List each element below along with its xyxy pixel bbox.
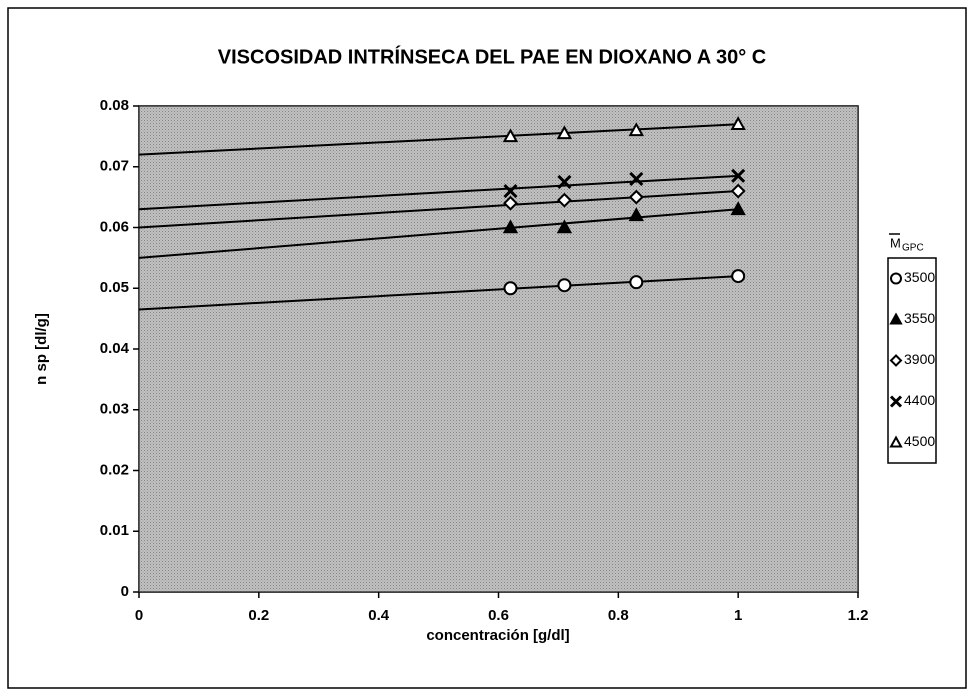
point bbox=[730, 201, 746, 216]
point bbox=[557, 278, 572, 293]
point bbox=[556, 125, 573, 140]
point bbox=[730, 183, 746, 199]
point bbox=[503, 281, 518, 296]
y-tick-label: 0.05 bbox=[100, 279, 129, 296]
x-tick-label: 0 bbox=[135, 607, 143, 624]
legend-title: M bbox=[890, 235, 901, 250]
point bbox=[556, 192, 572, 208]
legend-label: 3550 bbox=[904, 310, 935, 326]
point bbox=[628, 207, 645, 222]
point bbox=[503, 195, 518, 211]
y-tick-label: 0.07 bbox=[100, 158, 129, 175]
x-tick-label: 1.2 bbox=[848, 607, 869, 624]
y-tick-label: 0.03 bbox=[100, 401, 129, 418]
chart-frame bbox=[7, 7, 967, 689]
x-tick-label: 0.8 bbox=[608, 607, 629, 624]
point bbox=[503, 183, 518, 199]
point bbox=[557, 174, 572, 189]
point bbox=[629, 171, 644, 186]
x-tick-label: 0.4 bbox=[368, 607, 390, 624]
x-axis-label: concentración [g/dl] bbox=[426, 627, 569, 644]
y-tick-label: 0.02 bbox=[100, 461, 129, 478]
legend-title-sub: GPC bbox=[902, 243, 924, 254]
point bbox=[731, 269, 746, 284]
x-tick-label: 1 bbox=[734, 607, 742, 624]
y-tick-label: 0.04 bbox=[100, 340, 130, 357]
y-tick-label: 0.06 bbox=[100, 218, 129, 235]
chart-title: VISCOSIDAD INTRÍNSECA DEL PAE EN DIOXANO… bbox=[218, 45, 766, 68]
point bbox=[730, 116, 746, 131]
point bbox=[628, 122, 645, 137]
legend-marker bbox=[889, 395, 903, 408]
y-axis-label: n sp [dl/g] bbox=[33, 313, 50, 385]
legend-marker bbox=[889, 312, 903, 325]
x-tick-label: 0.6 bbox=[488, 607, 509, 624]
point bbox=[502, 219, 519, 234]
legend-marker bbox=[889, 435, 903, 448]
legend-label: 3500 bbox=[904, 269, 935, 285]
y-tick-label: 0.08 bbox=[100, 97, 129, 114]
y-tick-label: 0.01 bbox=[100, 522, 129, 539]
legend-marker bbox=[889, 354, 903, 367]
x-tick-label: 0.2 bbox=[248, 607, 269, 624]
y-tick-label: 0 bbox=[121, 583, 129, 600]
legend-marker bbox=[890, 272, 902, 285]
point bbox=[629, 275, 644, 290]
point bbox=[628, 189, 644, 205]
plot-tint bbox=[139, 106, 858, 592]
point bbox=[556, 219, 573, 234]
point bbox=[502, 128, 519, 143]
legend-label: 3900 bbox=[904, 351, 935, 367]
legend-label: 4500 bbox=[904, 433, 935, 449]
legend-label: 4400 bbox=[904, 392, 935, 408]
point bbox=[731, 168, 746, 183]
